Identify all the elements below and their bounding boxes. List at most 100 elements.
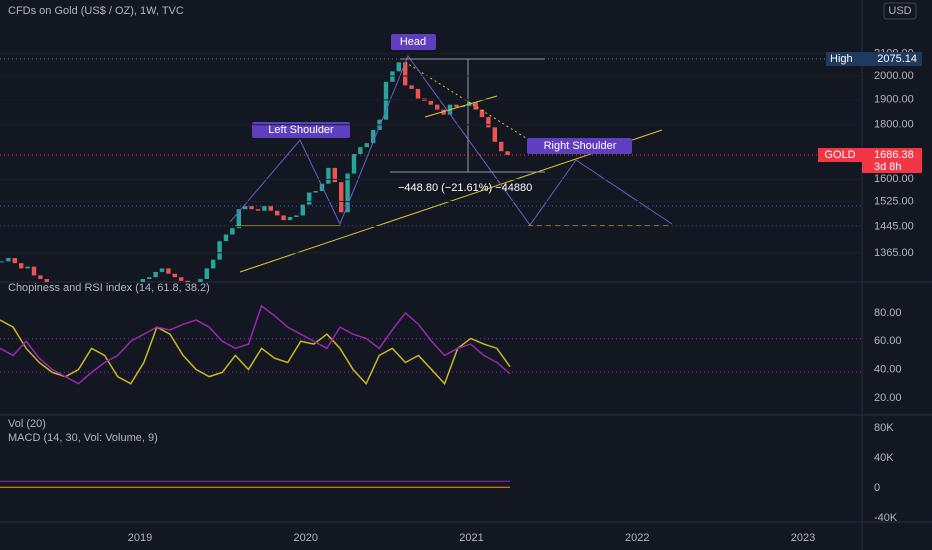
price-tick-label: 1900.00 bbox=[874, 94, 914, 106]
candle bbox=[326, 167, 331, 184]
candle bbox=[121, 295, 125, 301]
candle bbox=[230, 228, 235, 235]
price-pane bbox=[0, 62, 510, 315]
candle bbox=[313, 191, 318, 193]
candle bbox=[109, 305, 113, 307]
candle bbox=[140, 279, 145, 282]
time-tick-label: 2019 bbox=[128, 532, 152, 544]
price-tick-label: 2000.00 bbox=[874, 70, 914, 82]
candle bbox=[460, 105, 465, 108]
candle bbox=[223, 234, 229, 242]
drawings: Head Left Shoulder Right Shoulder −448.8… bbox=[0, 34, 862, 273]
right-shoulder-label: Right Shoulder bbox=[544, 140, 617, 152]
price-tick-label: 1445.00 bbox=[874, 220, 914, 232]
candle bbox=[396, 62, 401, 72]
indicator-tick-label: 80.00 bbox=[874, 307, 902, 319]
time-tick-label: 2022 bbox=[625, 532, 649, 544]
currency[interactable]: USD bbox=[888, 5, 911, 17]
candle bbox=[403, 62, 408, 86]
measure-label: −448.80 (−21.61%) −44880 bbox=[398, 182, 532, 194]
high-label: High bbox=[830, 53, 853, 65]
candle bbox=[281, 215, 286, 221]
candle bbox=[390, 71, 395, 82]
candle bbox=[300, 204, 305, 216]
candle bbox=[479, 109, 485, 118]
volume-tick-label: -40K bbox=[874, 512, 898, 524]
price-tick-label: 1525.00 bbox=[874, 195, 914, 207]
candle bbox=[211, 259, 216, 269]
candle bbox=[249, 206, 254, 210]
axes: 2100.002000.001900.001800.001600.001525.… bbox=[0, 47, 914, 544]
indicator-tick-label: 20.00 bbox=[874, 392, 902, 404]
high-value: 2075.14 bbox=[877, 53, 917, 65]
price-tick-label: 1600.00 bbox=[874, 173, 914, 185]
candle bbox=[64, 301, 68, 307]
head-and-shoulders bbox=[229, 54, 673, 226]
candle bbox=[473, 102, 478, 110]
candle bbox=[12, 257, 17, 264]
candle bbox=[339, 182, 344, 213]
candle bbox=[364, 143, 369, 148]
indicator-tick-label: 60.00 bbox=[874, 335, 902, 347]
indicator-line bbox=[0, 319, 511, 386]
candle bbox=[345, 173, 350, 213]
candle bbox=[77, 313, 81, 315]
indicator-line bbox=[0, 304, 511, 385]
last-price: 1686.38 bbox=[874, 149, 914, 161]
candle bbox=[371, 129, 376, 144]
candle bbox=[166, 268, 171, 274]
indicator-title: Chopiness and RSI index (14, 61.8, 38.2) bbox=[8, 282, 210, 294]
candle bbox=[96, 303, 100, 309]
label-box bbox=[527, 138, 632, 154]
candle bbox=[172, 273, 177, 278]
price-labels: High 2075.14 GOLD 1686.38 3d 8h bbox=[818, 52, 922, 173]
candle bbox=[159, 268, 165, 272]
volume-pane: 80K 40K 0 -40K bbox=[0, 422, 898, 524]
candle bbox=[185, 280, 190, 282]
time-tick-label: 2023 bbox=[791, 532, 815, 544]
candle bbox=[505, 151, 510, 155]
currency-button[interactable] bbox=[883, 2, 917, 20]
candle bbox=[415, 88, 421, 99]
left-shoulder-label: Left Shoulder bbox=[268, 124, 334, 136]
candle bbox=[268, 206, 273, 211]
symbol-title: CFDs on Gold (US$ / OZ), 1W, TVC bbox=[8, 5, 184, 17]
indicator-tick-label: 40.00 bbox=[874, 363, 902, 375]
candle bbox=[351, 153, 357, 174]
last-symbol: GOLD bbox=[824, 149, 855, 161]
time-tick-label: 2021 bbox=[459, 532, 483, 544]
high-label-box bbox=[826, 52, 922, 66]
candle bbox=[409, 85, 414, 89]
countdown: 3d 8h bbox=[874, 161, 902, 173]
last-symbol-box bbox=[818, 148, 862, 162]
candle bbox=[255, 209, 261, 211]
candle bbox=[179, 277, 184, 281]
label-box bbox=[391, 34, 436, 50]
macd-title: MACD (14, 30, Vol: Volume, 9) bbox=[8, 432, 158, 444]
candle bbox=[262, 206, 267, 211]
time-tick-label: 2020 bbox=[294, 532, 318, 544]
candle bbox=[204, 268, 209, 280]
candle bbox=[307, 192, 312, 205]
candle bbox=[44, 279, 49, 282]
last-price-box bbox=[862, 148, 922, 173]
volume-tick-label: 40K bbox=[874, 452, 894, 464]
candle bbox=[486, 117, 491, 128]
candle bbox=[102, 303, 106, 305]
candle bbox=[6, 257, 11, 262]
candle bbox=[332, 167, 337, 183]
candle bbox=[454, 104, 459, 108]
candle bbox=[441, 109, 446, 115]
candle bbox=[294, 215, 299, 217]
candle bbox=[287, 216, 293, 221]
candle bbox=[236, 209, 241, 229]
volume-title: Vol (20) bbox=[8, 418, 46, 430]
candle bbox=[57, 294, 61, 301]
candle bbox=[428, 100, 433, 105]
candle bbox=[83, 313, 87, 315]
candle bbox=[243, 206, 248, 210]
candle bbox=[19, 263, 24, 269]
candle bbox=[0, 261, 5, 263]
